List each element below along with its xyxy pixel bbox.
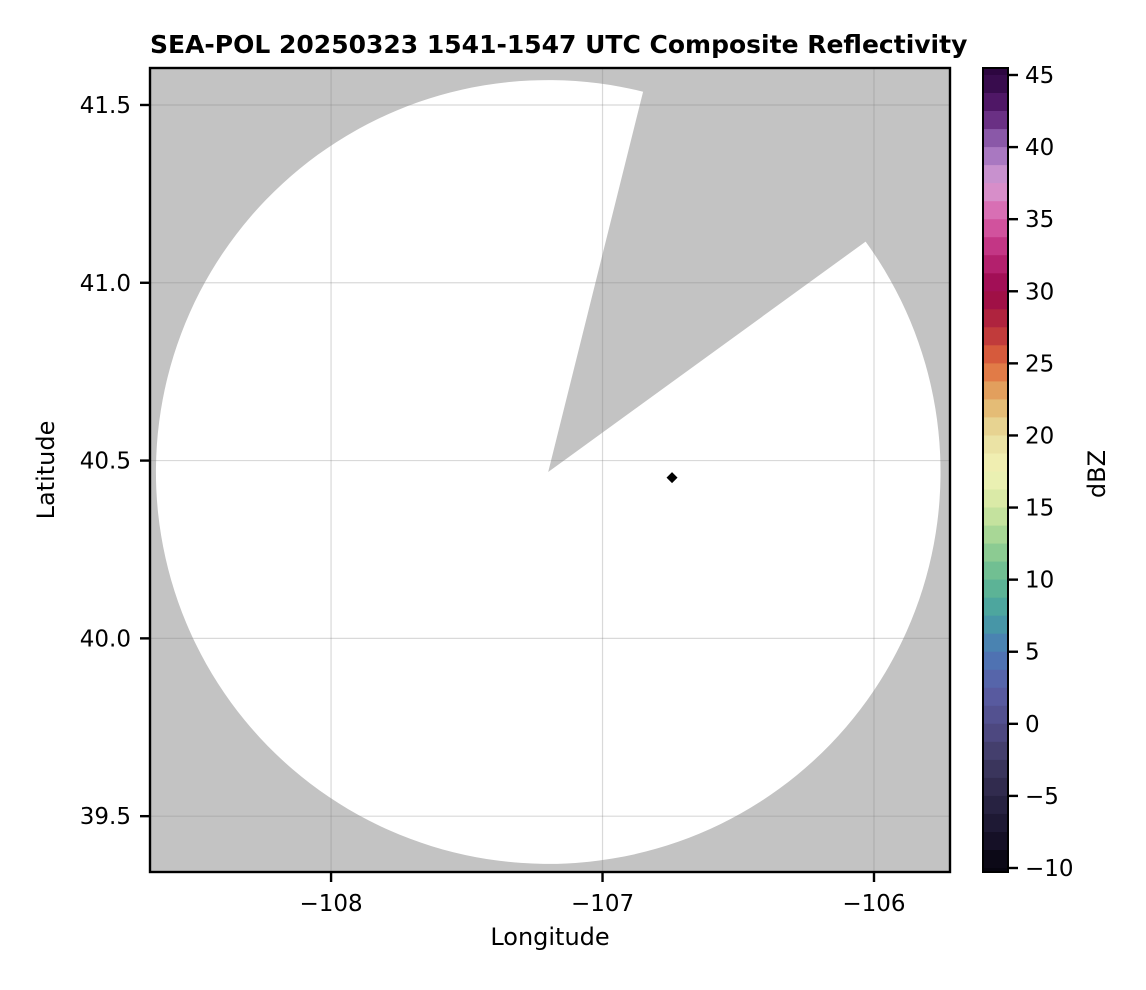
colorbar-frame [982,67,1009,873]
colorbar-label: dBZ [1083,449,1111,499]
colorbar-band [983,561,1008,581]
radar-coverage-area [155,80,941,864]
colorbar-tick-label: −10 [1025,856,1074,882]
y-axis-label: Latitude [32,420,60,520]
colorbar-band [983,597,1008,617]
colorbar-band [983,381,1008,400]
x-tick-label: −106 [842,891,905,917]
colorbar-tick-label: 0 [1025,712,1040,738]
colorbar-tick-label: 45 [1025,63,1054,89]
colorbar-band [983,255,1008,274]
colorbar-band [983,273,1008,292]
colorbar-band [983,68,1008,76]
colorbar-band [983,147,1008,166]
colorbar-band [983,417,1008,436]
y-tick-label: 40.0 [80,626,131,652]
colorbar-band [983,237,1008,256]
colorbar-band [983,850,1008,869]
colorbar-band [983,93,1008,112]
colorbar-band [983,507,1008,526]
colorbar-band [983,471,1008,490]
colorbar-band [983,399,1008,418]
colorbar-band [983,579,1008,599]
colorbar-band [983,327,1008,346]
colorbar-band [983,345,1008,364]
colorbar-band [983,435,1008,454]
colorbar-tick-label: 25 [1025,351,1054,377]
colorbar-band [983,868,1008,873]
x-tick-label: −107 [571,891,634,917]
colorbar-band [983,705,1008,725]
colorbar-band [983,723,1008,743]
colorbar-band [983,309,1008,328]
colorbar-band [983,543,1008,563]
colorbar-band [983,183,1008,202]
colorbar-tick-label: 30 [1025,279,1054,305]
colorbar-tick-label: 10 [1025,568,1054,594]
colorbar-tick-label: −5 [1025,784,1059,810]
y-tick-label: 41.5 [80,93,131,119]
colorbar-tick-label: 40 [1025,135,1054,161]
y-tick-label: 40.5 [80,449,131,475]
colorbar-band [983,651,1008,671]
colorbar-band [983,687,1008,707]
colorbar-band [983,669,1008,689]
page-title: SEA-POL 20250323 1541-1547 UTC Composite… [150,30,968,59]
colorbar-tick-label: 5 [1025,640,1040,666]
colorbar-band [983,453,1008,472]
y-tick-label: 39.5 [80,804,131,830]
colorbar-band [983,201,1008,220]
colorbar-band [983,75,1008,94]
colorbar-band [983,795,1008,815]
colorbar-band [983,759,1008,779]
colorbar-band [983,165,1008,184]
y-tick-label: 41.0 [80,271,131,297]
colorbar-tick-label: 35 [1025,207,1054,233]
colorbar-band [983,525,1008,545]
site-marker [666,472,678,484]
colorbar-band [983,363,1008,382]
colorbar-band [983,111,1008,130]
colorbar-band [983,219,1008,238]
colorbar-band [983,813,1008,833]
plot-frame [148,66,952,874]
colorbar-band [983,741,1008,761]
colorbar-band [983,489,1008,508]
colorbar-band [983,291,1008,310]
x-axis-label: Longitude [490,923,610,951]
colorbar-tick-label: 20 [1025,423,1054,449]
x-tick-label: −108 [299,891,362,917]
colorbar-band [983,832,1008,851]
colorbar-band [983,615,1008,635]
colorbar-band [983,777,1008,797]
colorbar-band [983,129,1008,148]
colorbar-tick-label: 15 [1025,496,1054,522]
colorbar-band [983,633,1008,653]
